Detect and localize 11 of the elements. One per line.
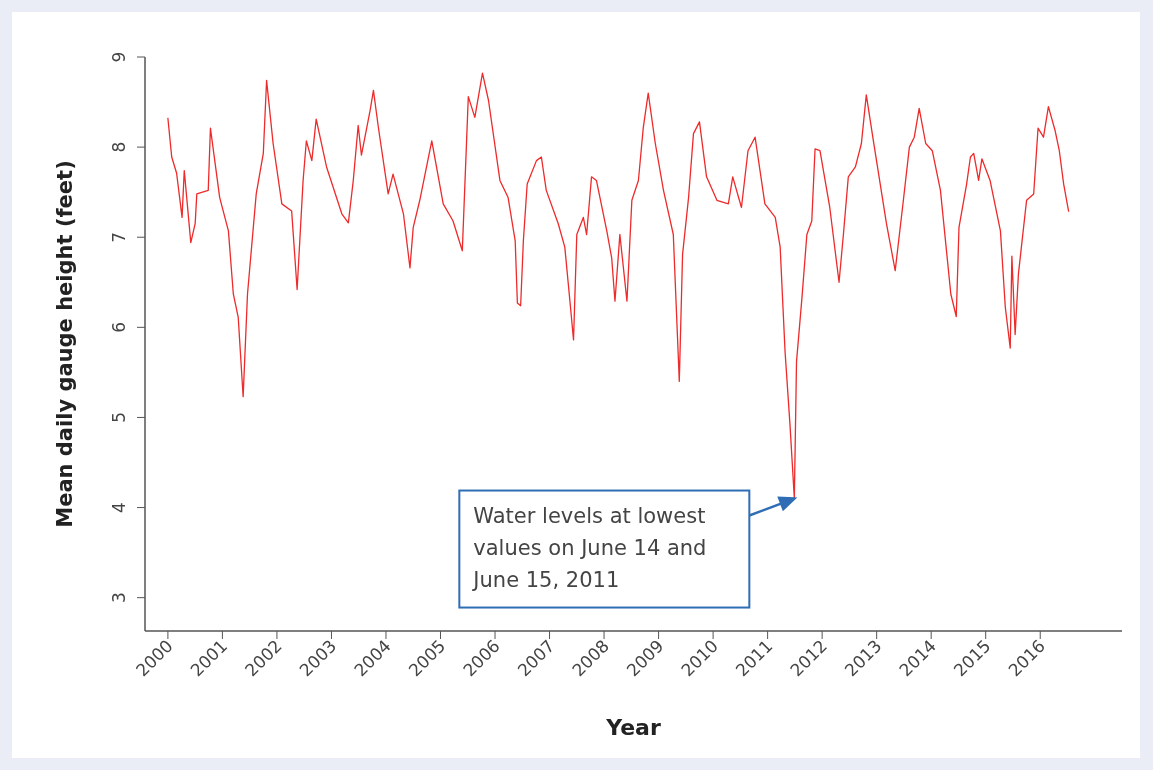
y-tick-label: 9 (109, 51, 129, 63)
y-tick-label: 8 (109, 141, 129, 153)
line-series (167, 72, 1070, 500)
y-tick-label: 3 (109, 592, 129, 604)
annotation: Water levels at lowest values on June 14 and June 15, 2011 (471, 503, 707, 592)
y-tick-label: 4 (109, 502, 129, 513)
y-axis-title: Mean daily gauge height (feet) (53, 160, 77, 528)
y-tick-label: 6 (109, 321, 129, 333)
y-tick-label: 5 (109, 412, 129, 423)
y-tick-label: 7 (109, 231, 129, 243)
x-axis-title: Year (605, 715, 661, 740)
